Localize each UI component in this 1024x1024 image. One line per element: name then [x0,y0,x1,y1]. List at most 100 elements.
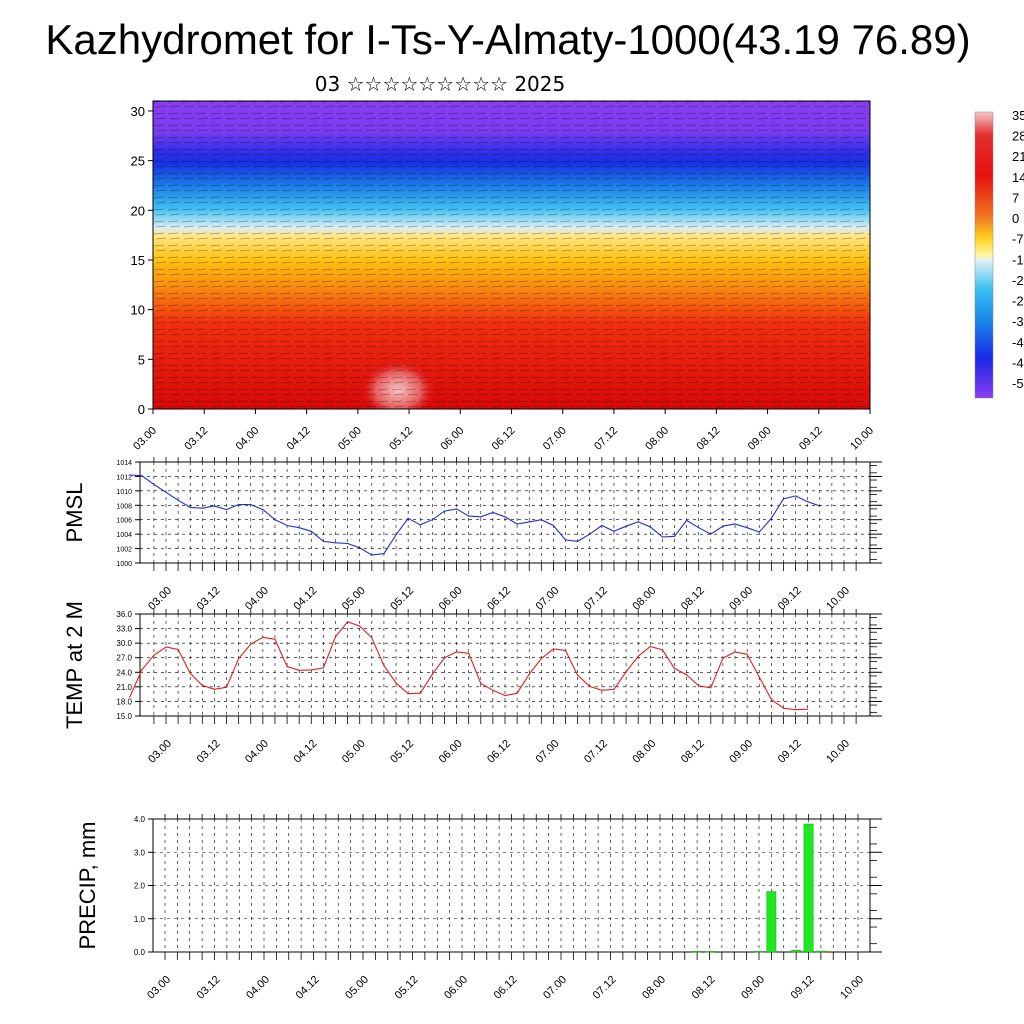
pmsl-data-point [383,553,385,555]
temp-data-point [322,667,324,669]
temp-data-point [722,657,724,659]
pmsl-x-tick-label: 05.00 [340,585,368,613]
pmsl-data-point [758,531,760,533]
cross-section-x-tick-label: 09.12 [797,425,825,453]
pmsl-data-point [480,516,482,518]
pmsl-data-point [807,501,809,503]
cross-section-y-tick-label: 0 [138,402,145,417]
temp-data-point [661,649,664,651]
temp-data-point [286,665,288,668]
pmsl-data-point [601,524,603,527]
pmsl-data-point [795,495,797,497]
temp-y-tick-label: 15.0 [116,712,132,721]
temp-data-point [213,688,215,690]
colorbar-label: -21 [1012,273,1024,288]
temp-x-tick-label: 05.00 [340,738,368,766]
pmsl-y-tick-label: 1014 [116,460,132,467]
temp-x-tick-label: 06.12 [485,738,513,766]
temp-data-point [359,625,361,627]
temp-data-point [552,648,555,650]
temp-data-point [698,685,700,687]
pmsl-x-tick-label: 06.00 [437,585,465,613]
temp-data-point [395,682,397,684]
temp-data-point [407,693,409,695]
temp-data-point [625,671,627,673]
pmsl-data-point [371,554,373,556]
temp-data-point [165,646,167,648]
temp-x-tick-label: 03.00 [146,738,174,766]
temp-data-point [686,674,688,676]
pmsl-data-point [177,499,179,501]
temp-data-point [758,676,760,678]
pmsl-data-point [153,483,155,485]
pmsl-data-point [298,527,300,529]
precip-x-tick-label: 10.00 [838,974,866,1002]
precip-x-tick-label: 04.00 [244,974,272,1002]
pmsl-x-tick-label: 09.12 [776,585,804,613]
cross-section-x-tick-label: 10.00 [848,425,876,453]
temp-y-tick-label: 27.0 [116,654,132,663]
temp-x-tick-label: 04.00 [243,738,271,766]
temp-data-point [734,651,736,653]
temp-panel: 15.0 18.0 21.0 24.0 27.0 30.0 33.0 36.0 03.00 03.… [62,601,882,766]
pmsl-data-point [213,505,215,507]
pmsl-data-point [686,519,688,522]
temp-data-point [807,708,809,710]
pmsl-data-point [577,540,579,543]
colorbar-label: -7 [1012,232,1024,247]
pmsl-x-tick-label: 04.00 [243,585,271,613]
precip-bar [754,951,764,953]
pmsl-data-point [310,530,312,532]
cross-section-y-tick-label: 5 [138,352,145,367]
cross-section-x-tick-label: 04.00 [234,425,262,453]
temp-data-point [310,669,312,671]
colorbar-label: 28 [1012,129,1024,144]
temp-data-point [577,674,579,676]
pmsl-x-tick-label: 05.12 [388,585,416,613]
pmsl-data-point [141,475,143,477]
colorbar: 35 28 21 14 7 0 -7 -14 -21 -28 -35 -42 -49 -56 [974,108,1024,399]
pmsl-data-point [250,504,252,506]
cross-section-y-tick-label: 30 [131,104,145,119]
pmsl-data-point [637,521,639,523]
pmsl-x-tick-label: 08.12 [679,585,707,613]
colorbar-label: 7 [1012,190,1019,205]
pmsl-data-point [552,524,555,527]
temp-data-point [189,672,191,674]
precip-bar [815,950,826,953]
pmsl-y-tick-label: 1006 [116,518,132,525]
colorbar-label: 21 [1012,149,1024,164]
temp-data-point [419,692,421,694]
pmsl-data-point [201,507,203,509]
pmsl-data-point [456,508,458,510]
pmsl-data-point [238,504,240,506]
temp-data-point [564,649,567,652]
cross-section-x-tick-label: 08.12 [695,425,723,453]
pmsl-data-point [225,509,228,511]
pmsl-data-point [516,523,518,525]
pmsl-data-point [419,524,421,526]
pmsl-data-point [540,519,542,521]
temp-y-tick-label: 30.0 [116,639,132,648]
pmsl-data-point [819,505,821,507]
precip-x-tick-label: 09.12 [789,974,817,1002]
pmsl-x-tick-label: 03.00 [146,585,174,613]
precip-x-tick-label: 08.12 [690,974,718,1002]
pmsl-data-point [262,509,264,511]
pmsl-data-point [286,524,288,527]
temp-y-tick-label: 21.0 [116,683,132,692]
cross-section-x-tick-label: 07.00 [541,425,569,453]
cross-section-x-ticks: 03.00 03.12 04.00 04.12 05.00 05.12 06.00 06.12… [131,409,876,453]
cross-section-x-tick-label: 08.00 [643,425,671,453]
temp-data-point [177,648,179,651]
pmsl-data-point [564,539,567,541]
pmsl-data-point [625,525,627,527]
precip-y-tick-label: 2.0 [134,882,146,891]
colorbar-label: -49 [1012,355,1024,370]
temp-x-tick-label: 08.12 [679,738,707,766]
cross-section-x-tick-label: 05.00 [336,425,364,453]
pmsl-data-point [698,527,700,529]
pmsl-data-point [613,530,615,532]
temp-data-point [443,657,446,659]
precip-x-tick-label: 06.12 [492,974,520,1002]
